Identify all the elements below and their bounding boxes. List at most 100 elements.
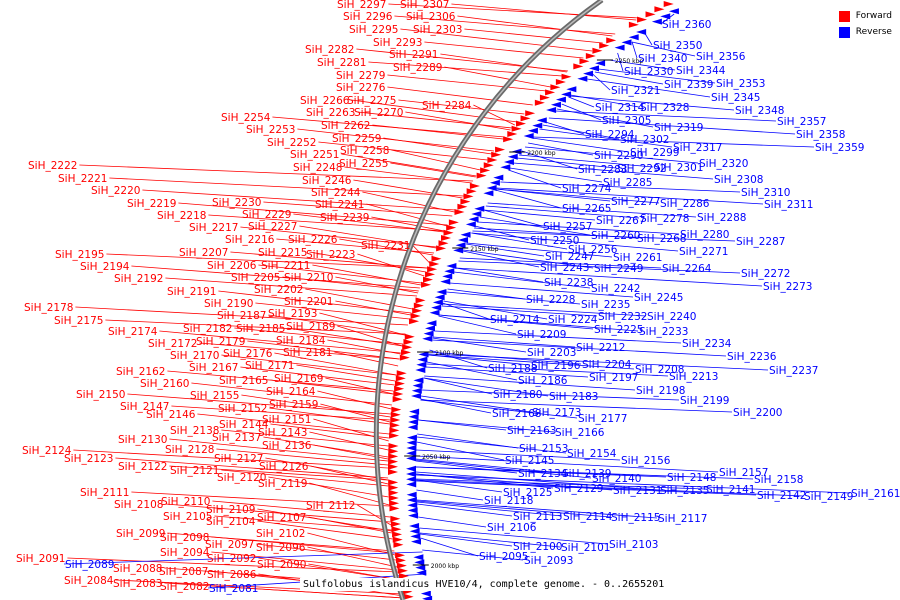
forward-gene-label: SiH_2187 — [217, 310, 266, 322]
reverse-gene-label: SiH_2278 — [640, 213, 689, 225]
forward-gene-label: SiH_2182 — [183, 323, 232, 335]
reverse-gene-arrow — [527, 127, 538, 134]
reverse-gene-arrow — [411, 387, 422, 394]
reverse-gene-leader-line — [426, 363, 669, 377]
reverse-gene-arrow — [621, 39, 632, 46]
reverse-gene-label: SiH_2228 — [526, 294, 575, 306]
reverse-gene-leader-line — [416, 501, 563, 517]
reverse-gene-leader-line — [416, 499, 658, 519]
forward-gene-arrow — [507, 131, 518, 137]
reverse-gene-leader-line — [483, 209, 596, 221]
forward-gene-label: SiH_2229 — [242, 209, 291, 221]
forward-gene-arrow — [392, 531, 403, 538]
forward-gene-leader-line — [473, 104, 515, 126]
forward-gene-label: SiH_2195 — [55, 249, 104, 261]
forward-gene-label: SiH_2164 — [266, 386, 316, 398]
forward-gene-arrow — [579, 58, 590, 65]
reverse-gene-leader-line — [598, 68, 716, 84]
reverse-gene-leader-line — [471, 232, 679, 252]
forward-gene-arrow — [415, 297, 426, 304]
forward-gene-leader-line — [197, 413, 390, 435]
reverse-gene-arrow — [407, 507, 418, 514]
reverse-gene-label: SiH_2156 — [621, 455, 671, 467]
reverse-gene-arrow — [406, 445, 417, 451]
forward-gene-label: SiH_2109 — [206, 504, 255, 516]
reverse-gene-leader-line — [415, 471, 660, 491]
reverse-gene-leader-line — [532, 137, 630, 153]
forward-gene-label: SiH_2296 — [343, 11, 393, 23]
forward-gene-leader-line — [257, 520, 393, 540]
forward-gene-label: SiH_2230 — [212, 197, 261, 209]
reverse-gene-label: SiH_2264 — [662, 263, 712, 275]
forward-gene-leader-line — [327, 339, 401, 355]
forward-gene-label: SiH_2201 — [284, 296, 333, 308]
forward-gene-leader-line — [109, 177, 464, 197]
forward-gene-label: SiH_2192 — [114, 273, 163, 285]
reverse-gene-arrow — [431, 304, 442, 311]
forward-gene-label: SiH_2222 — [28, 160, 77, 172]
legend-forward-label: Forward — [855, 11, 892, 21]
forward-gene-arrow — [412, 307, 423, 314]
reverse-gene-arrow — [444, 268, 455, 275]
reverse-gene-leader-line — [631, 41, 638, 59]
forward-gene-arrow — [395, 375, 406, 382]
reverse-gene-arrow — [434, 294, 445, 301]
reverse-gene-leader-line — [438, 315, 517, 335]
reverse-gene-label: SiH_2204 — [582, 359, 632, 371]
forward-gene-label: SiH_2126 — [259, 461, 309, 473]
forward-gene-label: SiH_2112 — [306, 500, 355, 512]
reverse-gene-label: SiH_2115 — [611, 512, 660, 524]
forward-gene-label: SiH_2227 — [248, 221, 297, 233]
forward-gene-label: SiH_2185 — [236, 323, 285, 335]
reverse-gene-arrow — [546, 107, 557, 113]
reverse-gene-label: SiH_2319 — [654, 122, 703, 134]
reverse-gene-arrow — [413, 377, 424, 384]
reverse-gene-arrow — [595, 60, 606, 67]
reverse-gene-label: SiH_2214 — [490, 314, 540, 326]
reverse-gene-leader-line — [569, 95, 735, 111]
reverse-gene-label: SiH_2235 — [581, 299, 630, 311]
reverse-gene-arrow — [471, 211, 482, 217]
reverse-gene-arrow — [429, 309, 440, 316]
forward-gene-arrow — [585, 53, 596, 59]
reverse-gene-label: SiH_2359 — [815, 142, 864, 154]
reverse-gene-arrow — [420, 590, 431, 597]
reverse-gene-label: SiH_2148 — [667, 472, 716, 484]
reverse-gene-leader-line — [483, 209, 543, 227]
legend-item-reverse: Reverse — [838, 24, 892, 40]
reverse-gene-leader-line — [487, 202, 697, 218]
reverse-gene-arrow — [555, 96, 566, 103]
reverse-gene-arrow — [474, 205, 485, 212]
reverse-gene-label: SiH_2288 — [697, 212, 746, 224]
forward-gene-arrow — [525, 110, 536, 117]
forward-gene-label: SiH_2216 — [225, 234, 275, 246]
forward-gene-label: SiH_2128 — [165, 444, 214, 456]
reverse-gene-label: SiH_2330 — [624, 66, 673, 78]
reverse-gene-arrow — [410, 533, 421, 540]
forward-gene-label: SiH_2190 — [204, 298, 253, 310]
reverse-gene-label: SiH_2173 — [532, 407, 581, 419]
forward-gene-label: SiH_2121 — [170, 465, 219, 477]
reverse-gene-arrow — [460, 231, 471, 238]
forward-gene-leader-line — [366, 203, 448, 227]
reverse-gene-leader-line — [474, 225, 530, 241]
forward-gene-arrow — [431, 255, 442, 262]
forward-gene-label: SiH_2175 — [54, 315, 103, 327]
forward-gene-label: SiH_2252 — [267, 137, 316, 149]
reverse-gene-label: SiH_2095 — [479, 551, 528, 563]
forward-gene-label: SiH_2291 — [389, 49, 438, 61]
forward-gene-leader-line — [318, 141, 488, 161]
forward-gene-label: SiH_2223 — [306, 249, 355, 261]
forward-gene-leader-line — [398, 99, 525, 115]
reverse-gene-label: SiH_2283 — [578, 164, 627, 176]
reverse-gene-arrow — [422, 595, 433, 600]
forward-gene-arrow — [390, 411, 401, 418]
forward-gene-arrow — [396, 562, 407, 569]
forward-gene-leader-line — [387, 74, 547, 92]
forward-gene-arrow — [389, 427, 400, 434]
reverse-gene-label: SiH_2234 — [682, 338, 732, 350]
forward-gene-leader-line — [142, 189, 456, 211]
forward-gene-arrow — [400, 349, 411, 356]
forward-gene-leader-line — [208, 214, 445, 232]
forward-gene-leader-line — [335, 276, 419, 294]
